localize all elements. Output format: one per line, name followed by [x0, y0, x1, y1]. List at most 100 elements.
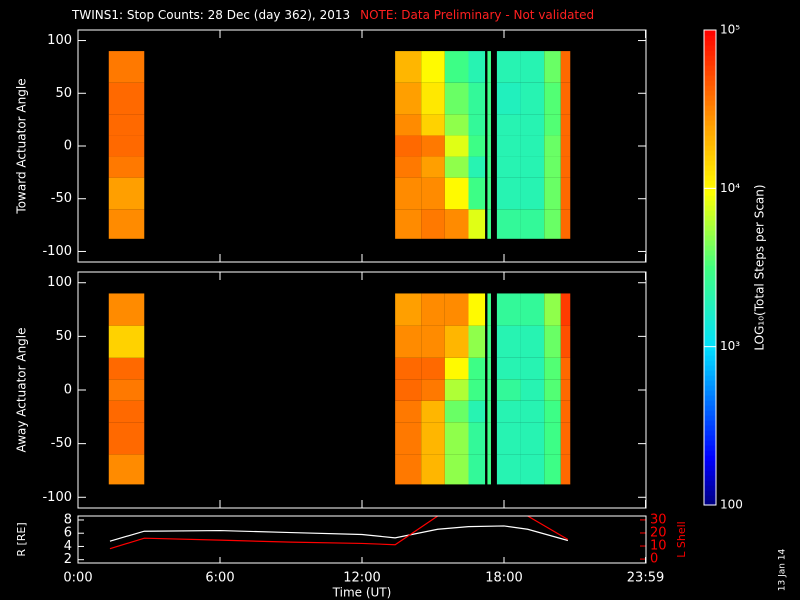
heat-cell: [487, 156, 491, 178]
y-axis-label: R [RE]: [15, 522, 28, 556]
colorbar-tick-label: 10⁵: [720, 23, 740, 37]
colorbar-swatch: [704, 490, 716, 496]
heat-cell: [108, 454, 145, 485]
heat-cell: [468, 114, 486, 136]
colorbar-swatch: [704, 485, 716, 491]
heat-cell: [520, 454, 545, 485]
heat-cell: [544, 357, 561, 380]
heat-cell: [108, 82, 145, 115]
y2-axis-label: L Shell: [675, 521, 688, 557]
heat-cell: [444, 454, 469, 485]
heat-cell: [108, 379, 145, 401]
colorbar-swatch: [704, 500, 716, 506]
heat-cell: [487, 400, 491, 423]
colorbar-swatch: [704, 155, 716, 161]
heat-cell: [560, 379, 571, 401]
colorbar-swatch: [704, 230, 716, 236]
colorbar-swatch: [704, 35, 716, 41]
heat-cell: [421, 177, 445, 210]
heat-cell: [395, 114, 422, 136]
heat-cell: [108, 325, 145, 358]
colorbar-swatch: [704, 350, 716, 356]
colorbar-swatch: [704, 340, 716, 346]
heat-cell: [496, 422, 521, 455]
colorbar-swatch: [704, 55, 716, 61]
colorbar-swatch: [704, 145, 716, 151]
colorbar-swatch: [704, 265, 716, 271]
heat-cell: [520, 325, 545, 358]
y-tick-label: 2: [64, 552, 72, 567]
colorbar-swatch: [704, 245, 716, 251]
y-tick-label: 4: [64, 539, 72, 554]
colorbar-swatch: [704, 440, 716, 446]
heat-cell: [108, 357, 145, 380]
heat-cell: [395, 400, 422, 423]
heat-cell: [487, 209, 491, 239]
heat-cell: [560, 325, 571, 358]
y-tick-label: 6: [64, 526, 72, 541]
heat-cell: [108, 422, 145, 455]
heat-cell: [444, 357, 469, 380]
colorbar-swatch: [704, 305, 716, 311]
heat-cell: [496, 400, 521, 423]
colorbar-swatch: [704, 95, 716, 101]
heat-cell: [421, 400, 445, 423]
colorbar-swatch: [704, 460, 716, 466]
heat-cell: [487, 325, 491, 358]
heat-cell: [496, 293, 521, 326]
colorbar-swatch: [704, 120, 716, 126]
heat-cell: [108, 209, 145, 239]
heat-cell: [421, 325, 445, 358]
heat-cell: [468, 156, 486, 178]
colorbar-swatch: [704, 370, 716, 376]
colorbar-swatch: [704, 250, 716, 256]
heat-cell: [444, 209, 469, 239]
colorbar-swatch: [704, 235, 716, 241]
colorbar-swatch: [704, 80, 716, 86]
heat-cell: [444, 51, 469, 83]
chart-title: TWINS1: Stop Counts: 28 Dec (day 362), 2…: [71, 8, 350, 22]
colorbar-swatch: [704, 335, 716, 341]
x-tick-label: 18:00: [485, 571, 522, 586]
x-tick-label: 23:59: [627, 571, 664, 586]
heat-cell: [108, 114, 145, 136]
heat-cell: [520, 209, 545, 239]
heat-cell: [468, 293, 486, 326]
heat-cell: [560, 114, 571, 136]
heat-cell: [468, 51, 486, 83]
colorbar-swatch: [704, 200, 716, 206]
colorbar-swatch: [704, 290, 716, 296]
heat-cell: [496, 209, 521, 239]
heat-cell: [487, 82, 491, 115]
heat-cell: [444, 156, 469, 178]
heat-cell: [520, 400, 545, 423]
colorbar-swatch: [704, 365, 716, 371]
heat-cell: [520, 379, 545, 401]
heat-cell: [108, 135, 145, 157]
heat-cell: [421, 379, 445, 401]
heat-cell: [108, 156, 145, 178]
y-tick-label: -50: [51, 191, 72, 206]
heat-cell: [468, 422, 486, 455]
heat-cell: [468, 209, 486, 239]
heat-cell: [487, 379, 491, 401]
heat-cell: [395, 51, 422, 83]
colorbar-swatch: [704, 160, 716, 166]
heat-cell: [395, 82, 422, 115]
colorbar-swatch: [704, 150, 716, 156]
colorbar-swatch: [704, 410, 716, 416]
colorbar-swatch: [704, 255, 716, 261]
colorbar-swatch: [704, 320, 716, 326]
colorbar-swatch: [704, 470, 716, 476]
colorbar-swatch: [704, 90, 716, 96]
heat-cell: [108, 293, 145, 326]
heat-cell: [520, 293, 545, 326]
colorbar-swatch: [704, 50, 716, 56]
heat-cell: [544, 325, 561, 358]
heat-cell: [560, 357, 571, 380]
heat-cell: [444, 422, 469, 455]
heat-cell: [395, 293, 422, 326]
colorbar-swatch: [704, 315, 716, 321]
heat-cell: [544, 177, 561, 210]
heat-cell: [395, 454, 422, 485]
